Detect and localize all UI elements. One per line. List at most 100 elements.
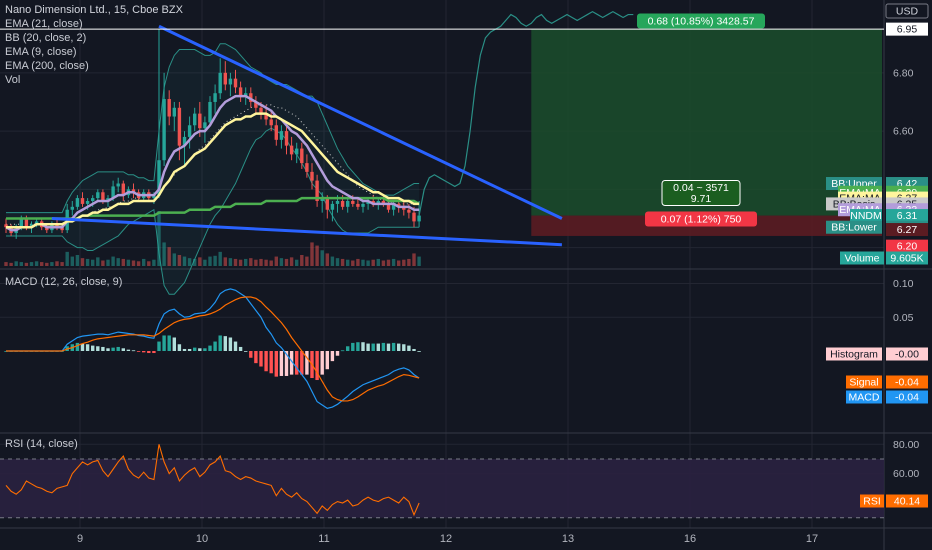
currency-badge[interactable] — [885, 3, 929, 19]
candle[interactable] — [223, 72, 227, 85]
candle[interactable] — [320, 198, 324, 201]
candle[interactable] — [325, 198, 329, 210]
candle[interactable] — [330, 203, 335, 210]
candle[interactable] — [131, 189, 136, 193]
candle[interactable] — [335, 201, 340, 204]
candle[interactable] — [203, 122, 207, 129]
lower-trendline[interactable] — [51, 216, 562, 247]
price-tag-value[interactable] — [886, 223, 928, 237]
candle[interactable] — [24, 218, 29, 228]
macd-tag-value[interactable] — [886, 347, 928, 361]
candle[interactable] — [177, 107, 182, 146]
candle[interactable] — [19, 218, 23, 228]
stop-label[interactable] — [645, 211, 757, 227]
candle[interactable] — [279, 131, 284, 140]
macd-title[interactable]: MACD (12, 26, close, 9) — [5, 276, 123, 288]
candle[interactable] — [381, 201, 386, 204]
macd-tag-label[interactable] — [846, 375, 882, 389]
legend-bb[interactable]: BB (20, close, 2) — [5, 32, 87, 44]
target-label[interactable] — [637, 13, 765, 29]
macd-tag-value[interactable] — [886, 375, 928, 389]
candle[interactable] — [254, 101, 258, 108]
candle[interactable] — [305, 163, 309, 172]
upper-trendline[interactable] — [158, 24, 563, 220]
candle[interactable] — [172, 107, 176, 117]
candle[interactable] — [264, 113, 268, 120]
candle[interactable] — [75, 198, 80, 207]
candle[interactable] — [300, 148, 304, 164]
candle[interactable] — [376, 201, 380, 204]
candle[interactable] — [284, 131, 289, 146]
candle[interactable] — [238, 87, 243, 97]
candle[interactable] — [121, 183, 125, 196]
chart-title[interactable]: Nano Dimension Ltd., 15, Cboe BZX — [5, 4, 183, 16]
rsi-tag-value[interactable] — [886, 494, 928, 508]
legend-ema200[interactable]: EMA (200, close) — [5, 60, 89, 72]
candle[interactable] — [244, 93, 248, 97]
candle[interactable] — [111, 186, 115, 199]
price-tag-value[interactable] — [886, 239, 928, 253]
candle[interactable] — [412, 212, 416, 222]
candle[interactable] — [310, 171, 314, 181]
candle[interactable] — [4, 224, 8, 228]
candle[interactable] — [397, 203, 401, 207]
macd-tag-label[interactable] — [846, 390, 882, 404]
candle[interactable] — [233, 78, 238, 88]
candle[interactable] — [402, 206, 406, 210]
candle[interactable] — [315, 180, 319, 201]
volume-tag-label[interactable] — [840, 251, 884, 265]
candle[interactable] — [259, 107, 263, 114]
candle[interactable] — [106, 198, 110, 201]
candle[interactable] — [198, 113, 202, 129]
candle[interactable] — [187, 125, 192, 137]
rsi-tag-label[interactable] — [860, 494, 884, 508]
candle[interactable] — [34, 221, 39, 225]
macd-tag-label[interactable] — [826, 347, 882, 361]
candle[interactable] — [371, 201, 375, 204]
candle[interactable] — [116, 183, 120, 187]
candle[interactable] — [391, 203, 396, 210]
legend-vol[interactable]: Vol — [5, 74, 21, 86]
candle[interactable] — [60, 227, 64, 231]
candle[interactable] — [45, 227, 49, 231]
candle[interactable] — [193, 113, 197, 126]
candle[interactable] — [351, 201, 355, 204]
volume-tag-value[interactable] — [886, 251, 928, 265]
candle[interactable] — [407, 209, 411, 213]
candle[interactable] — [340, 201, 345, 207]
price-tag-label[interactable] — [826, 220, 882, 234]
candle[interactable] — [249, 93, 253, 102]
candle[interactable] — [80, 198, 85, 204]
candle[interactable] — [91, 198, 95, 201]
price-tag-value[interactable] — [886, 22, 928, 36]
candle[interactable] — [101, 192, 105, 201]
candle[interactable] — [162, 99, 166, 161]
candle[interactable] — [152, 195, 156, 199]
candle[interactable] — [228, 78, 233, 85]
candle[interactable] — [295, 148, 299, 155]
candle[interactable] — [269, 119, 273, 126]
rsi-title[interactable]: RSI (14, close) — [5, 438, 78, 450]
macd-tag-value[interactable] — [886, 390, 928, 404]
candle[interactable] — [356, 203, 360, 207]
candle[interactable] — [208, 101, 212, 123]
candle[interactable] — [417, 215, 421, 222]
candle[interactable] — [70, 206, 74, 210]
candle[interactable] — [182, 136, 187, 146]
candle[interactable] — [346, 201, 350, 207]
candle[interactable] — [366, 201, 370, 204]
candle[interactable] — [213, 93, 217, 102]
legend-ema9[interactable]: EMA (9, close) — [5, 46, 77, 58]
position-center-label[interactable] — [661, 180, 741, 206]
candle[interactable] — [96, 192, 100, 199]
candle[interactable] — [218, 72, 222, 94]
candle[interactable] — [167, 99, 171, 117]
legend-ema21[interactable]: EMA (21, close) — [5, 18, 83, 30]
candle[interactable] — [85, 201, 90, 204]
candle[interactable] — [29, 224, 34, 228]
price-tag-label[interactable] — [850, 209, 882, 223]
candle[interactable] — [386, 203, 391, 210]
candle[interactable] — [289, 145, 294, 155]
candle[interactable] — [55, 224, 59, 228]
